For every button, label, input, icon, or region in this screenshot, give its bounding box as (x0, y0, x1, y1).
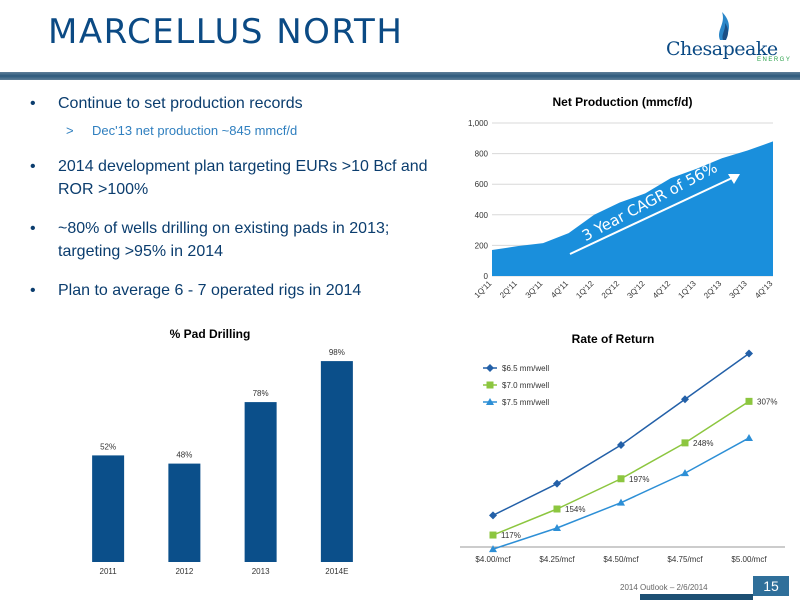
bar-value-label: 78% (253, 389, 269, 398)
chesapeake-logo (719, 12, 729, 40)
net-production-chart: Net Production (mmcf/d) 0 200 400 600 800 1,00… (468, 95, 775, 301)
slide-title: MARCELLUS NORTH (48, 12, 404, 52)
bullet-text: 2014 development plan targeting EURs >10… (58, 158, 428, 198)
footer-text: 2014 Outlook – 2/6/2014 (620, 583, 708, 592)
logo-wordmark: Chesapeake (666, 38, 778, 60)
triangle-marker (617, 498, 625, 506)
x-tick-label: 2012 (175, 567, 193, 576)
legend-label: $7.5 mm/well (502, 398, 549, 407)
data-label: 197% (629, 475, 649, 484)
triangle-marker (486, 398, 494, 405)
x-tick-label: 2014E (325, 567, 348, 576)
x-tick-label: 2013 (252, 567, 270, 576)
y-tick-label: 200 (475, 241, 489, 250)
data-label: 117% (501, 531, 521, 540)
series-line (492, 400, 750, 536)
x-tick-label: 2Q'11 (498, 279, 519, 300)
diamond-marker (681, 395, 689, 404)
x-tick-label: 1Q'11 (473, 279, 494, 300)
bar (168, 463, 201, 562)
production-area (492, 141, 773, 276)
diamond-marker (617, 440, 625, 449)
rate-of-return-chart: Rate of Return $4.00/mcf $4.25/mcf $4.50/mc… (460, 332, 785, 564)
bullet-item: • Plan to average 6 - 7 operated rigs in … (28, 279, 428, 302)
legend-label: $6.5 mm/well (502, 364, 549, 373)
bullet-dot-icon: • (30, 220, 36, 237)
x-tick-label: 2011 (100, 567, 118, 576)
logo-subtext: ENERGY (757, 57, 792, 63)
chart-title: % Pad Drilling (170, 327, 251, 341)
data-label: 154% (565, 505, 585, 514)
x-tick-label: 4Q'12 (651, 279, 673, 301)
header-band (0, 72, 800, 80)
sub-bullet-text: Dec'13 net production ~845 mmcf/d (92, 123, 298, 138)
x-tick-label: 2Q'13 (702, 279, 724, 301)
bar-value-label: 48% (176, 451, 192, 460)
bullet-text: ~80% of wells drilling on existing pads … (58, 220, 390, 260)
series-line (492, 437, 750, 550)
y-tick-label: 1,000 (468, 119, 489, 128)
triangle-marker (745, 433, 753, 441)
footer-bar (640, 594, 753, 600)
diamond-marker (489, 511, 497, 520)
bar-value-label: 98% (329, 348, 345, 357)
chart-title: Net Production (mmcf/d) (553, 95, 693, 109)
x-tick-label: 1Q'12 (574, 279, 596, 301)
triangle-marker (681, 469, 689, 477)
x-tick-label: $4.00/mcf (475, 555, 511, 564)
square-marker (553, 505, 561, 513)
y-tick-label: 0 (484, 272, 489, 281)
square-marker (745, 397, 753, 405)
chart-title: Rate of Return (572, 332, 655, 346)
x-tick-label: $4.75/mcf (667, 555, 703, 564)
y-tick-label: 400 (475, 211, 489, 220)
data-label: 307% (757, 397, 777, 406)
pad-drilling-chart: % Pad Drilling 52% 2011 48% 2012 78% 2013 98% 20… (92, 327, 353, 576)
bar (320, 361, 353, 562)
square-marker (617, 475, 625, 483)
x-tick-label: 1Q'13 (676, 279, 698, 301)
bullet-dot-icon: • (30, 158, 36, 175)
diamond-marker (553, 479, 561, 488)
x-tick-label: 3Q'12 (625, 279, 647, 301)
square-marker (489, 531, 497, 539)
bullet-list: • Continue to set production records > Dec'… (28, 92, 428, 318)
y-tick-label: 600 (475, 180, 489, 189)
bullet-item: • 2014 development plan targeting EURs >1… (28, 155, 428, 201)
x-tick-label: 4Q'13 (753, 279, 775, 301)
bar (244, 402, 277, 562)
arrowhead-icon (728, 174, 740, 184)
data-label: 248% (693, 439, 713, 448)
x-tick-label: 3Q'11 (524, 279, 545, 300)
x-tick-label: 3Q'13 (728, 279, 750, 301)
bar-value-label: 52% (100, 442, 116, 451)
trend-arrow (569, 177, 733, 255)
square-marker (681, 439, 689, 447)
chevron-right-icon: > (66, 123, 74, 138)
triangle-marker (553, 524, 561, 532)
page-number: 15 (753, 576, 789, 596)
bullet-text: Plan to average 6 - 7 operated rigs in 2… (58, 282, 362, 299)
bullet-item: • Continue to set production records (28, 92, 428, 115)
bar (92, 455, 125, 562)
x-tick-label: $5.00/mcf (731, 555, 767, 564)
bullet-dot-icon: • (30, 282, 36, 299)
square-marker (486, 381, 494, 389)
diamond-marker (745, 349, 753, 358)
bullet-text: Continue to set production records (58, 95, 303, 112)
triangle-marker (489, 545, 497, 553)
logo-flame-icon (719, 12, 729, 40)
diamond-marker (486, 364, 494, 372)
legend-label: $7.0 mm/well (502, 381, 549, 390)
x-tick-label: 4Q'11 (549, 279, 570, 300)
bullet-dot-icon: • (30, 95, 36, 112)
sub-bullet-item: > Dec'13 net production ~845 mmcf/d (28, 121, 428, 141)
x-tick-label: $4.50/mcf (603, 555, 639, 564)
x-tick-label: 2Q'12 (600, 279, 622, 301)
series-line (492, 352, 750, 517)
y-tick-label: 800 (475, 150, 489, 159)
bullet-item: • ~80% of wells drilling on existing pads… (28, 217, 428, 263)
x-tick-label: $4.25/mcf (539, 555, 575, 564)
